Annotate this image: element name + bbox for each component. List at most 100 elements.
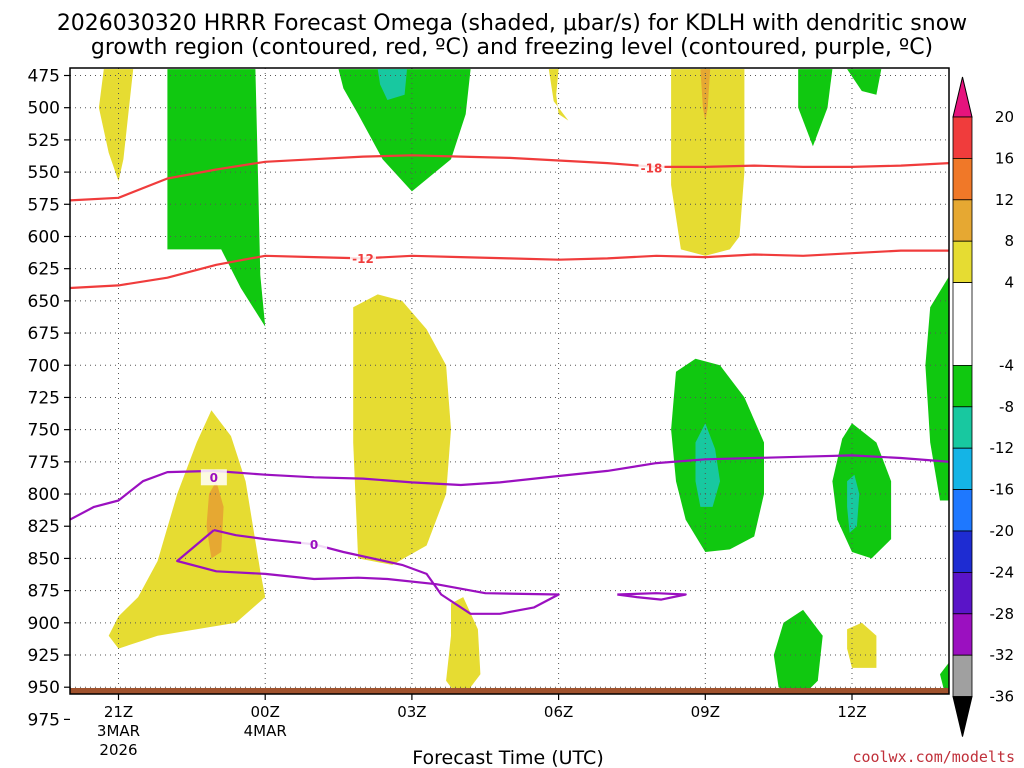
colorbar-label--12: -12 [990,439,1015,457]
freezing-contour-1-label-bg [301,536,328,553]
colorbar-label-20: 20 [995,108,1014,126]
omega-region-green-4 [338,69,471,192]
omega-region-orange-2 [206,481,224,559]
omega-region-yellow-7 [446,597,481,694]
colorbar-bin--20--16 [952,489,973,532]
colorbar-label-16: 16 [995,149,1014,167]
chart-title-line2: growth region (contoured, red, ºC) and f… [91,35,933,60]
x-tick-label-09Z: 09Z [691,703,720,721]
plot-frame [69,67,950,695]
x-tick-label-06Z: 06Z [544,703,573,721]
dendritic-contour-1-label-bg [350,250,376,267]
contour-lines: -18 -12 0 0 [70,154,949,615]
omega-region-teal-12 [695,423,720,507]
terrain-bar [70,688,949,694]
omega-region-orange-10 [700,69,711,121]
y-tick-label-825: 825 [28,517,60,537]
colorbar-over-triangle [952,76,973,118]
omega-region-teal-16 [847,474,860,533]
colorbar-label--16: -16 [990,481,1015,499]
colorbar-bin--32--28 [952,613,973,656]
colorbar-bin--24--20 [952,530,973,573]
y-tick-label-875: 875 [28,582,60,602]
omega-region-yellow-8 [548,69,569,121]
colorbar-bin--8--4 [952,364,973,408]
y-tick-label-625: 625 [28,260,60,280]
y-tick-label-900: 900 [28,614,60,634]
colorbar-bin--16--12 [952,447,973,491]
y-tick-label-850: 850 [28,549,60,569]
colorbar-bin--4-4 [952,282,973,366]
colorbar-label--24: -24 [990,563,1015,581]
omega-region-yellow-9 [671,69,745,256]
y-tick-label-525: 525 [28,131,60,151]
colorbar-bin--12--8 [952,406,973,449]
y-tick-label-775: 775 [28,453,60,473]
y-tick-label-975: 975 [28,710,60,730]
freezing-contour-0-label: 0 [210,471,218,485]
omega-region-green-20 [940,662,949,694]
y-tick-label-925: 925 [28,646,60,666]
colorbar-label--36: -36 [990,688,1015,706]
colorbar-label--4: -4 [999,356,1014,374]
colorbar-label-4: 4 [1004,274,1014,292]
y-tick-label-725: 725 [28,388,60,408]
omega-region-green-19 [925,276,949,501]
x-tick-label-00Z: 00Z [251,703,280,721]
y-tick-label-600: 600 [28,227,60,247]
x-tick-label-12Z: 12Z [837,703,866,721]
freezing-contour-0-label-bg [200,469,227,486]
colorbar-bin-12-16 [952,157,973,201]
x-axis-title: Forecast Time (UTC) [412,747,603,768]
colorbar-label--8: -8 [999,398,1014,416]
dendritic-contour-0-label-bg [638,160,665,177]
y-tick-label-650: 650 [28,292,60,312]
colorbar-bin--36--32 [952,654,973,698]
y-tick-label-700: 700 [28,356,60,376]
dendritic-contour-0-line [70,154,949,202]
colorbar-label--32: -32 [990,646,1015,664]
credit-link[interactable]: coolwx.com/modelts [852,748,1015,766]
y-tick-label-550: 550 [28,163,60,183]
colorbar-bin-8-12 [952,199,973,242]
x-tick-year-21Z: 2026 [99,741,137,759]
colorbar-bin--28--24 [952,572,973,615]
colorbar-label--20: -20 [990,522,1015,540]
y-tick-label-500: 500 [28,99,60,119]
freezing-contour-2-line [617,592,687,601]
colorbar-bin-4-8 [952,240,973,283]
y-tick-label-675: 675 [28,324,60,344]
freezing-contour-0-line [70,454,949,521]
y-tick-label-475: 475 [28,67,60,87]
x-tick-label-21Z: 21Z [104,703,133,721]
y-tick-label-800: 800 [28,485,60,505]
omega-region-teal-5 [377,69,407,100]
omega-region-yellow-6 [353,294,451,565]
omega-region-yellow-17 [847,622,877,668]
omega-region-green-11 [671,358,764,552]
dendritic-contour-1-line [70,249,949,290]
grid-lines [70,68,949,688]
y-axis: 475 500 525 550 575 600 625 650 675 700 725 750 775 8… [28,67,70,730]
x-tick-label-03Z: 03Z [397,703,426,721]
chart-title-line1: 2026030320 HRRR Forecast Omega (shaded, … [57,11,967,36]
colorbar-label-12: 12 [995,191,1014,209]
dendritic-contour-1-label: -12 [352,252,374,266]
omega-region-green-18 [773,609,823,694]
colorbar-label-8: 8 [1004,232,1014,250]
colorbar-under-triangle [952,696,973,737]
plot-area: -18 -12 0 0 [69,67,950,695]
colorbar-label--28: -28 [990,605,1015,623]
y-tick-label-950: 950 [28,678,60,698]
x-tick-date-21Z: 3MAR [97,722,140,740]
colorbar: 20 16 12 8 4 -4 -8 -12 -16 -20 -24 -28 -32 -36 [952,76,1015,737]
omega-region-yellow-0 [98,69,134,182]
x-tick-date-00Z: 4MAR [244,722,287,740]
y-tick-label-750: 750 [28,421,60,441]
dendritic-contour-0-label: -18 [641,162,663,176]
y-tick-label-575: 575 [28,195,60,215]
freezing-contour-1-label: 0 [310,538,318,552]
omega-region-green-3 [167,69,266,327]
